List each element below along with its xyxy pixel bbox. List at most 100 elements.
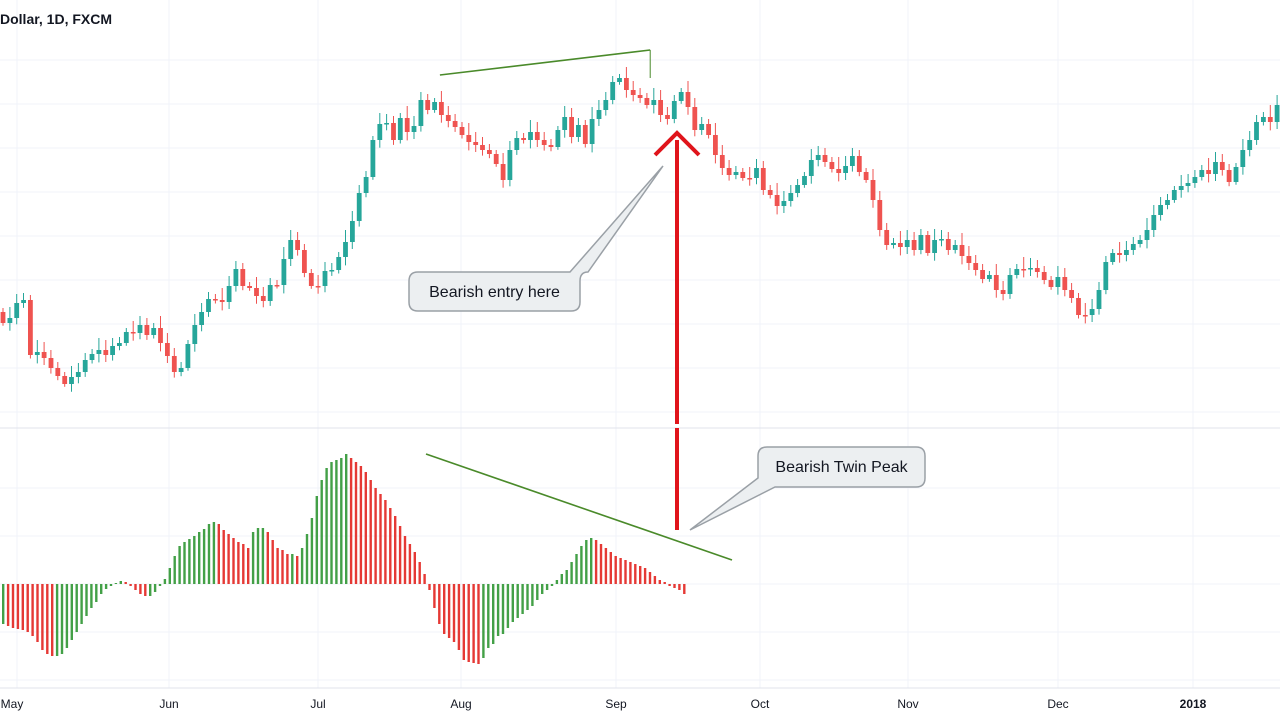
hist-bar-129[interactable] <box>634 564 637 584</box>
hist-bar-10[interactable] <box>51 584 54 656</box>
hist-bar-107[interactable] <box>526 584 529 610</box>
hist-bar-64[interactable] <box>315 496 318 584</box>
hist-bar-120[interactable] <box>590 538 593 584</box>
candle-body-70[interactable] <box>480 145 485 150</box>
hist-bar-44[interactable] <box>217 524 220 584</box>
hist-bar-99[interactable] <box>487 584 490 648</box>
hist-bar-58[interactable] <box>286 554 289 584</box>
candle-body-6[interactable] <box>41 352 47 358</box>
candle-body-36[interactable] <box>247 286 252 288</box>
hist-bar-61[interactable] <box>300 548 304 584</box>
candle-body-125[interactable] <box>856 156 862 172</box>
hist-bar-54[interactable] <box>266 532 269 584</box>
candle-body-109[interactable] <box>747 178 753 180</box>
candle-body-110[interactable] <box>754 168 759 178</box>
candle-body-2[interactable] <box>14 303 20 318</box>
candle-body-117[interactable] <box>802 176 807 185</box>
candle-body-132[interactable] <box>904 240 910 247</box>
hist-bar-26[interactable] <box>129 584 132 586</box>
hist-bar-134[interactable] <box>658 580 661 584</box>
candle-body-134[interactable] <box>918 235 924 250</box>
candle-body-7[interactable] <box>48 358 54 368</box>
candle-body-37[interactable] <box>254 288 259 296</box>
hist-bar-47[interactable] <box>232 538 235 584</box>
candle-body-113[interactable] <box>774 195 780 206</box>
hist-bar-86[interactable] <box>423 574 426 584</box>
price-candles[interactable] <box>0 67 1280 392</box>
hist-bar-92[interactable] <box>452 584 456 642</box>
hist-bar-53[interactable] <box>261 528 265 584</box>
hist-bar-94[interactable] <box>462 584 465 660</box>
candle-body-146[interactable] <box>1000 290 1006 294</box>
candle-body-156[interactable] <box>1069 290 1074 298</box>
hist-bar-15[interactable] <box>75 584 78 632</box>
candle-body-58[interactable] <box>397 118 403 140</box>
candle-body-123[interactable] <box>843 166 848 173</box>
hist-bar-59[interactable] <box>291 554 294 584</box>
hist-bar-24[interactable] <box>119 581 122 584</box>
candle-body-136[interactable] <box>932 240 937 253</box>
candle-body-77[interactable] <box>528 132 533 140</box>
candle-body-52[interactable] <box>356 193 362 221</box>
candle-body-63[interactable] <box>432 102 437 110</box>
candle-body-169[interactable] <box>1158 205 1163 215</box>
candle-body-129[interactable] <box>884 230 890 245</box>
hist-bar-132[interactable] <box>648 572 652 584</box>
hist-bar-72[interactable] <box>354 462 358 584</box>
hist-bar-66[interactable] <box>325 468 328 584</box>
hist-bar-21[interactable] <box>104 584 108 589</box>
hist-bar-74[interactable] <box>364 472 367 584</box>
hist-bar-63[interactable] <box>310 518 314 584</box>
hist-bar-23[interactable] <box>114 583 118 584</box>
candle-body-44[interactable] <box>302 250 307 273</box>
hist-bar-18[interactable] <box>90 584 93 608</box>
candle-body-170[interactable] <box>1165 200 1170 205</box>
candle-body-42[interactable] <box>288 240 294 259</box>
hist-bar-115[interactable] <box>565 570 568 584</box>
hist-bar-7[interactable] <box>36 584 39 642</box>
hist-bar-105[interactable] <box>516 584 519 618</box>
candle-body-24[interactable] <box>165 343 170 356</box>
candle-body-51[interactable] <box>350 221 355 242</box>
hist-bar-60[interactable] <box>296 556 299 584</box>
candle-body-178[interactable] <box>1219 162 1225 170</box>
hist-bar-41[interactable] <box>202 529 206 584</box>
candle-body-161[interactable] <box>1103 262 1109 290</box>
candle-body-34[interactable] <box>233 269 239 286</box>
candle-body-131[interactable] <box>898 243 903 247</box>
candle-body-185[interactable] <box>1267 117 1273 122</box>
candle-body-147[interactable] <box>1007 275 1013 294</box>
candle-body-126[interactable] <box>863 172 869 180</box>
candle-body-55[interactable] <box>377 124 383 140</box>
candle-body-29[interactable] <box>199 312 204 325</box>
candle-body-100[interactable] <box>685 92 691 107</box>
candle-body-68[interactable] <box>466 135 472 142</box>
candle-body-175[interactable] <box>1199 170 1205 177</box>
candle-body-56[interactable] <box>384 123 389 125</box>
candle-body-26[interactable] <box>178 368 184 372</box>
hist-bar-2[interactable] <box>11 584 15 628</box>
candle-body-87[interactable] <box>596 110 602 119</box>
candle-body-21[interactable] <box>144 325 150 335</box>
hist-bar-3[interactable] <box>16 584 20 629</box>
candle-body-106[interactable] <box>726 168 732 175</box>
candle-body-14[interactable] <box>96 350 102 354</box>
candle-body-141[interactable] <box>966 256 972 263</box>
candle-body-105[interactable] <box>719 155 725 168</box>
hist-bar-83[interactable] <box>408 544 412 584</box>
hist-bar-119[interactable] <box>585 540 588 584</box>
candle-body-49[interactable] <box>336 257 342 270</box>
candle-body-62[interactable] <box>425 100 431 110</box>
candle-body-186[interactable] <box>1274 105 1280 122</box>
candle-body-17[interactable] <box>117 343 122 346</box>
candle-body-116[interactable] <box>795 185 800 193</box>
hist-bar-123[interactable] <box>604 548 608 584</box>
candle-body-184[interactable] <box>1261 117 1266 122</box>
hist-bar-35[interactable] <box>173 556 176 584</box>
candle-body-66[interactable] <box>452 121 458 127</box>
hist-bar-52[interactable] <box>256 528 260 584</box>
candle-body-183[interactable] <box>1254 122 1259 140</box>
candle-body-4[interactable] <box>28 300 33 355</box>
candle-body-0[interactable] <box>0 312 6 323</box>
oscillator-histogram[interactable] <box>2 454 686 664</box>
